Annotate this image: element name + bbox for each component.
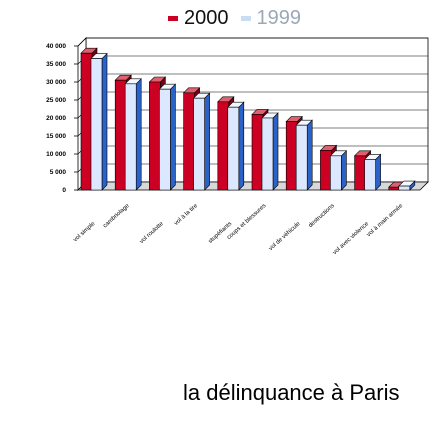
legend-item-2000: 2000 — [168, 7, 229, 30]
x-tick-label: vol de véhicule — [268, 221, 302, 252]
y-tick-label: 0 — [62, 187, 66, 194]
bar-2000-face — [217, 101, 230, 191]
legend-swatch-1999 — [240, 15, 251, 21]
x-tick-label: vol simple — [73, 221, 97, 244]
bar-1999-face — [375, 153, 381, 191]
bar-1999-face — [272, 112, 279, 191]
bar-1999 — [295, 119, 313, 191]
bar-1999-face — [238, 101, 245, 191]
bar-1999-face — [101, 52, 108, 191]
bar-1999 — [261, 112, 279, 191]
bar-1999-face — [193, 97, 205, 191]
legend-label-1999: 1999 — [256, 6, 302, 29]
legend-item-1999: 1999 — [240, 6, 302, 30]
y-tick-label: 20 000 — [46, 115, 66, 122]
x-tick-label: cambriolage — [102, 203, 131, 230]
y-tick-label: 10 000 — [46, 151, 66, 158]
y-tick-label: 5 000 — [50, 169, 67, 176]
bar-1999 — [329, 150, 348, 191]
x-tick-label: vol à la tire — [173, 203, 199, 227]
x-tick-label: vol avec violence — [332, 221, 370, 256]
bar-2000-face — [80, 52, 93, 191]
bar-1999 — [90, 52, 108, 191]
bar-2000-face — [251, 114, 264, 191]
bar-2000-face — [285, 121, 298, 191]
bar-1999-face — [261, 117, 274, 191]
bar-2000-face — [320, 150, 332, 191]
y-tick-label: 35 000 — [46, 61, 66, 68]
bar-2000-face — [183, 92, 195, 191]
bar-1999 — [398, 180, 416, 191]
bar-1999 — [363, 153, 382, 191]
bar-2000-face — [149, 81, 161, 191]
y-tick-label: 30 000 — [46, 79, 66, 86]
bar-1999-face — [306, 119, 313, 191]
bar-1999-face — [227, 106, 240, 191]
chart-caption: la délinquance à Paris — [183, 380, 400, 405]
bar-1999-face — [159, 88, 171, 191]
x-tick-label: destructions — [308, 203, 336, 229]
bar-1999-face — [204, 92, 210, 191]
bar-1999 — [192, 92, 211, 191]
x-tick-label: coups et blessures — [226, 203, 267, 241]
bar-1999-face — [295, 124, 308, 191]
bar-2000-face — [114, 79, 127, 191]
bar-2000-face — [354, 155, 366, 191]
y-tick-label: 40 000 — [46, 43, 66, 50]
bar-1999-face — [90, 58, 103, 191]
bar-1999-face — [124, 83, 137, 191]
bar-1999-face — [170, 83, 176, 191]
x-tick-label: vol roulotte — [139, 221, 165, 246]
y-tick-label: 25 000 — [46, 97, 66, 104]
legend-label-2000: 2000 — [184, 6, 229, 29]
bar-2000-face — [388, 186, 401, 191]
bar-1999-face — [364, 159, 376, 191]
bar-1999 — [124, 78, 142, 191]
x-tick-label: vol à main armée — [366, 203, 405, 239]
bar-1999-face — [135, 78, 142, 191]
bar-1999-face — [341, 150, 347, 191]
bar-1999-face — [330, 155, 342, 191]
gridline — [77, 37, 428, 47]
bar-1999 — [158, 83, 177, 191]
chart-legend: 2000 1999 — [168, 6, 301, 30]
bar-1999-face — [398, 185, 411, 191]
bar-1999 — [227, 101, 245, 191]
legend-swatch-2000 — [168, 15, 178, 21]
y-tick-label: 15 000 — [46, 133, 66, 140]
